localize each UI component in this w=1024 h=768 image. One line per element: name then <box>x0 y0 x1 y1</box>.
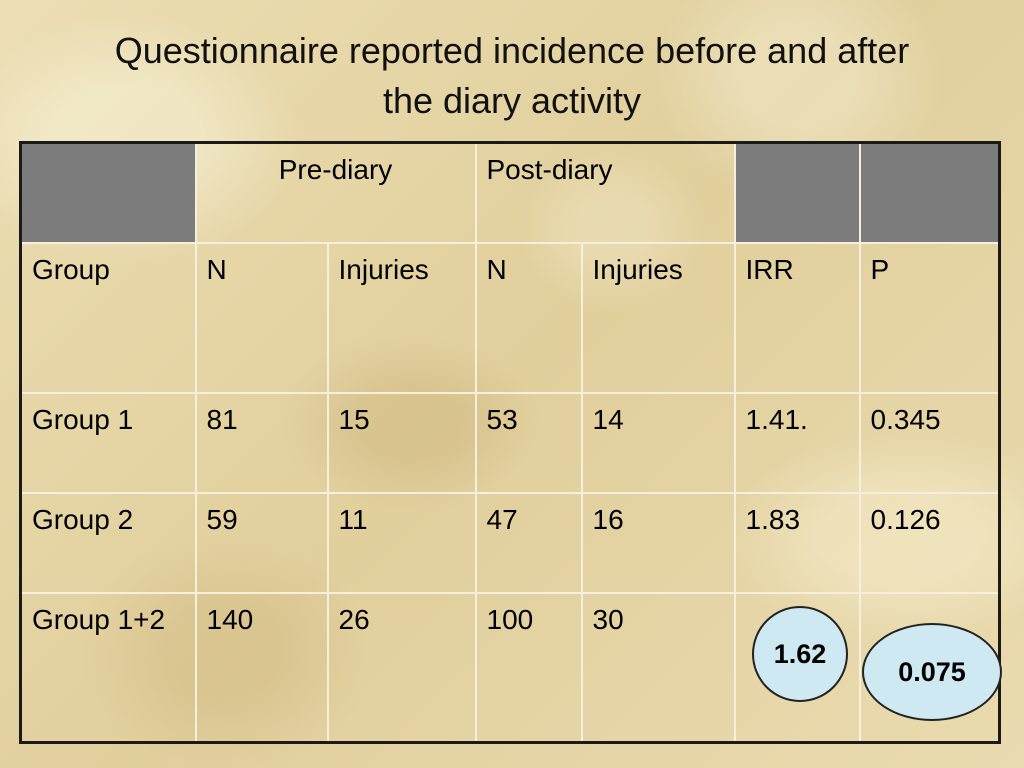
irr-cell: 1.83 <box>733 491 861 594</box>
column-header: IRR <box>733 241 861 394</box>
irr-cell: 1.41. <box>733 391 861 494</box>
post-injuries-cell: 30 <box>580 591 736 744</box>
pre-injuries-cell: 15 <box>326 391 477 494</box>
pre-n-cell: 59 <box>194 491 329 594</box>
column-header: Injuries <box>580 241 736 394</box>
table-row: Group 1 81 15 53 14 1.41. 0.345 <box>19 391 1001 494</box>
column-header: P <box>858 241 1001 394</box>
group-cell: Group 2 <box>19 491 197 594</box>
p-cell: 0.126 <box>858 491 1001 594</box>
header-empty-cell <box>858 141 1001 244</box>
post-n-cell: 53 <box>474 391 583 494</box>
column-header-row: Group N Injuries N Injuries IRR P <box>19 241 1001 394</box>
incidence-table: Pre-diary Post-diary Group N Injuries N … <box>19 141 1002 744</box>
slide-title: Questionnaire reported incidence before … <box>0 26 1024 126</box>
post-n-cell: 100 <box>474 591 583 744</box>
pre-injuries-cell: 26 <box>326 591 477 744</box>
column-header: Injuries <box>326 241 477 394</box>
table-row: Group 2 59 11 47 16 1.83 0.126 <box>19 491 1001 594</box>
group-cell: Group 1 <box>19 391 197 494</box>
title-line-2: the diary activity <box>382 80 642 121</box>
header-empty-cell <box>733 141 861 244</box>
header-empty-cell <box>19 141 197 244</box>
p-highlight-oval: 0.075 <box>862 623 1002 721</box>
p-cell: 0.345 <box>858 391 1001 494</box>
column-header: Group <box>19 241 197 394</box>
title-line-1: Questionnaire reported incidence before … <box>114 30 910 71</box>
pre-injuries-cell: 11 <box>326 491 477 594</box>
pre-n-cell: 81 <box>194 391 329 494</box>
group-cell: Group 1+2 <box>19 591 197 744</box>
pre-n-cell: 140 <box>194 591 329 744</box>
post-injuries-cell: 14 <box>580 391 736 494</box>
post-n-cell: 47 <box>474 491 583 594</box>
post-diary-header: Post-diary <box>474 141 736 244</box>
header-row-top: Pre-diary Post-diary <box>19 141 1001 244</box>
irr-highlight-oval: 1.62 <box>752 606 848 702</box>
column-header: N <box>474 241 583 394</box>
pre-diary-header: Pre-diary <box>194 141 477 244</box>
table-row: Group 1+2 140 26 100 30 <box>19 591 1001 744</box>
column-header: N <box>194 241 329 394</box>
post-injuries-cell: 16 <box>580 491 736 594</box>
